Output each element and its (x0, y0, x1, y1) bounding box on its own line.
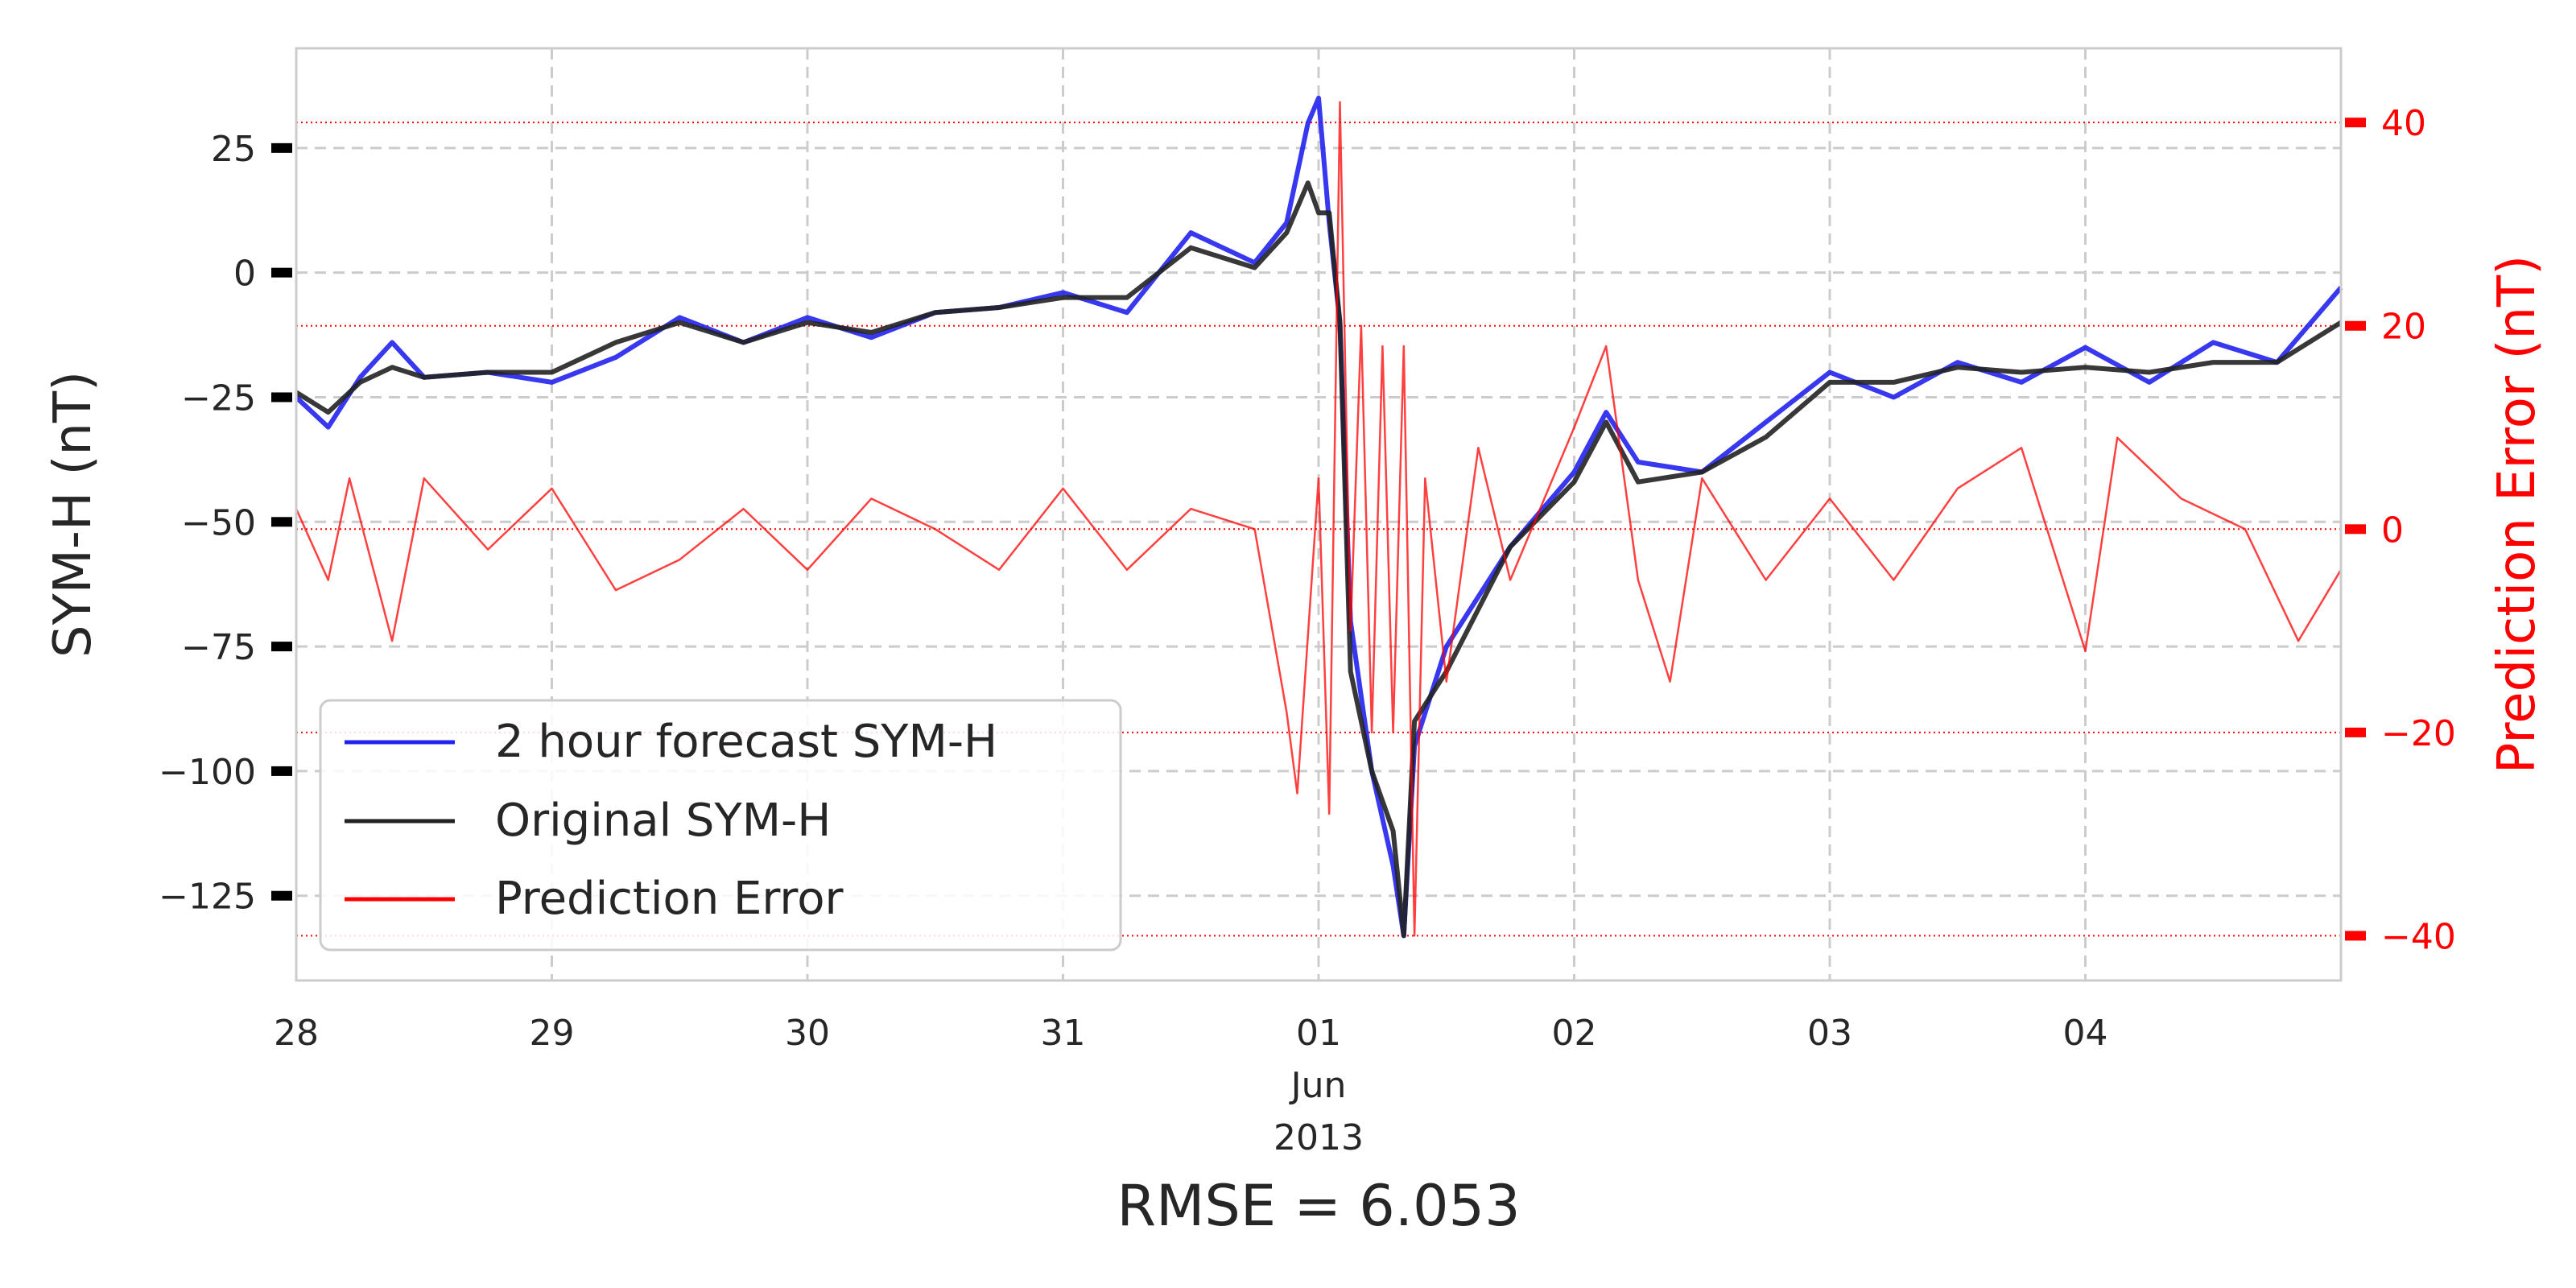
y-tick-label-right: 20 (2381, 307, 2426, 348)
x-tick-label: 31 (1041, 1013, 1086, 1054)
y-tick-mark-left (271, 766, 292, 776)
x-tick-label: 30 (785, 1013, 830, 1054)
y-tick-label-right: −40 (2381, 916, 2456, 957)
legend-label-original: Original SYM-H (495, 795, 831, 847)
ylabel-right: Prediction Error (nT) (2487, 255, 2547, 774)
y-tick-mark-right (2345, 118, 2366, 128)
right-y-axis: 40 20 0 −20 −40 (2345, 103, 2456, 957)
y-tick-mark-right (2345, 931, 2366, 941)
x-tick-label: 02 (1552, 1013, 1597, 1054)
x-tick-label: 01 (1296, 1013, 1341, 1054)
x-tick-label: 03 (1807, 1013, 1852, 1054)
y-tick-label-right: −20 (2381, 713, 2456, 754)
y-tick-mark-left (271, 517, 292, 527)
legend-label-error: Prediction Error (495, 873, 844, 925)
rmse-footer: RMSE = 6.053 (1117, 1173, 1520, 1239)
y-tick-label-left: −75 (181, 627, 256, 668)
y-tick-label-right: 40 (2381, 103, 2426, 144)
plot-frame (295, 47, 2343, 982)
legend: 2 hour forecast SYM-H Original SYM-H Pre… (319, 699, 1122, 952)
error-series-line (295, 101, 2343, 937)
y-tick-mark-left (271, 142, 292, 153)
y-tick-mark-left (271, 392, 292, 402)
x-axis: 28 29 30 31 01 02 03 04 (274, 1013, 2108, 1054)
y-tick-mark-left (271, 267, 292, 278)
y-tick-mark-left (271, 642, 292, 652)
y-tick-mark-left (271, 890, 292, 901)
y-tick-mark-right (2345, 727, 2366, 737)
original-series-line (295, 180, 2343, 939)
legend-label-forecast: 2 hour forecast SYM-H (495, 716, 997, 768)
y-tick-label-left: −25 (181, 378, 256, 419)
y-tick-label-left: −50 (181, 502, 256, 543)
y-tick-label-left: −125 (159, 877, 256, 918)
legend-box (319, 699, 1122, 952)
xlabel-year: 2013 (1274, 1117, 1364, 1158)
y-tick-label-right: 0 (2381, 510, 2404, 551)
x-tick-label: 29 (530, 1013, 575, 1054)
y-tick-label-left: 25 (211, 129, 256, 170)
x-tick-label: 04 (2063, 1013, 2108, 1054)
xlabel-month: Jun (1289, 1065, 1347, 1106)
y-tick-mark-right (2345, 320, 2366, 331)
x-tick-label: 28 (274, 1013, 319, 1054)
y-tick-label-left: −100 (159, 752, 256, 793)
y-tick-label-left: 0 (233, 254, 256, 295)
series-layer (294, 95, 2343, 939)
ylabel-left: SYM-H (nT) (43, 371, 103, 658)
y-tick-mark-right (2345, 524, 2366, 535)
left-y-axis: 25 0 −25 −50 −75 −100 −125 (159, 129, 292, 918)
